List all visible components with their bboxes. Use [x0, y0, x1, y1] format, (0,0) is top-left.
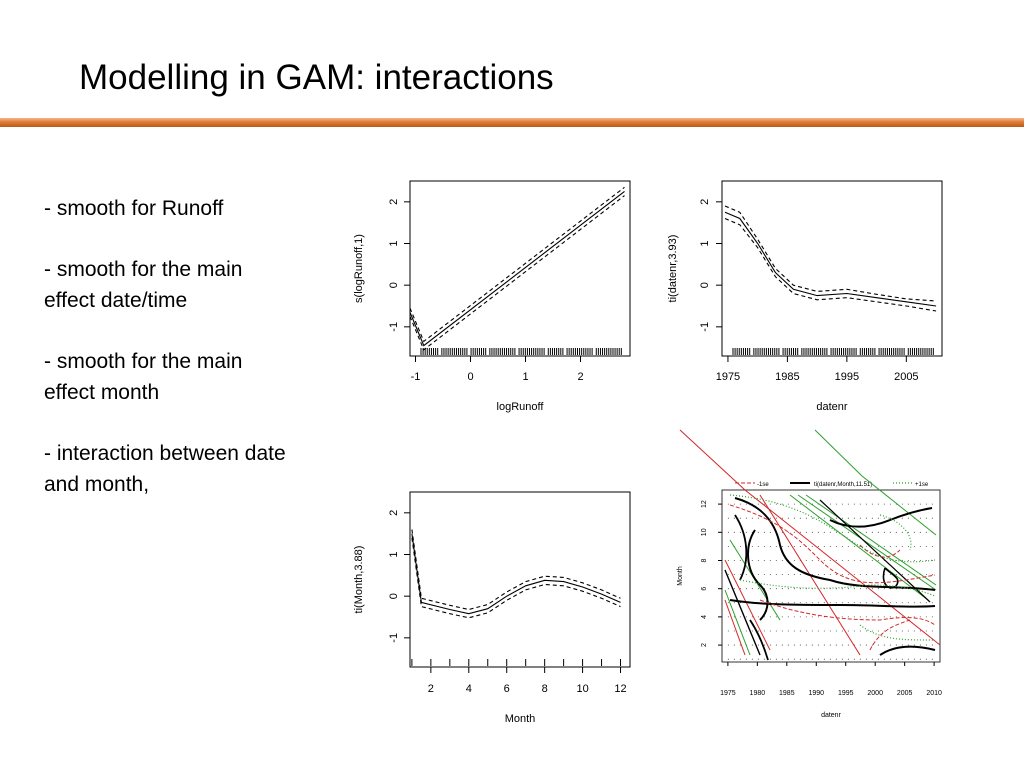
y-tick-label: 0 — [388, 282, 400, 288]
series-fit — [411, 533, 621, 615]
plot-frame — [721, 180, 943, 357]
contour-line-minus — [724, 599, 746, 656]
contour-line-main — [734, 497, 936, 591]
y-axis-label: s(logRunoff,1) — [353, 234, 365, 303]
x-tick-label: 4 — [466, 683, 472, 695]
contour-line-minus — [679, 429, 746, 491]
plot-frame — [409, 180, 631, 357]
x-tick-label: 0 — [467, 371, 473, 383]
contour-line-main — [879, 645, 936, 656]
series-se_lower — [724, 217, 937, 312]
x-tick-label: 2 — [428, 683, 434, 695]
contour-line-plus — [729, 494, 936, 563]
x-tick-label: 1975 — [720, 690, 736, 697]
slide-title: Modelling in GAM: interactions — [79, 58, 554, 97]
contour-line-minus — [869, 619, 911, 651]
contour-line-plus — [739, 579, 936, 597]
x-axis-label: Month — [505, 713, 536, 725]
x-tick-label: 1985 — [779, 690, 795, 697]
y-tick-label: 4 — [701, 615, 708, 619]
bullet-item: - smooth for the main effect date/time — [44, 258, 243, 312]
legend-label: ti(datenr,Month,11.51) — [814, 482, 872, 488]
series-se_upper — [409, 186, 625, 343]
y-tick-label: -1 — [699, 322, 711, 332]
contour-line-plus — [859, 624, 936, 641]
contour-lines — [679, 429, 941, 661]
x-tick-label: 1975 — [716, 371, 740, 383]
x-tick-label: 2005 — [897, 690, 913, 697]
x-axis-label: datenr — [821, 712, 842, 719]
x-tick-label: 2005 — [894, 371, 918, 383]
y-axis-label: ti(Month,3.88) — [353, 546, 365, 614]
contour-line-minus — [759, 599, 936, 626]
title-divider — [0, 118, 1024, 127]
contour-line-main — [747, 529, 769, 621]
x-tick-label: 1995 — [838, 690, 854, 697]
contour-line-main — [734, 514, 748, 581]
x-tick-label: 2010 — [926, 690, 942, 697]
x-tick-label: 1985 — [775, 371, 799, 383]
contour-line-plus — [861, 475, 937, 536]
series-se_lower — [409, 195, 625, 351]
x-tick-label: 2000 — [867, 690, 883, 697]
legend-label: -1se — [757, 482, 769, 488]
x-tick-label: 10 — [576, 683, 588, 695]
y-tick-label: 0 — [388, 593, 400, 599]
y-tick-label: 10 — [701, 528, 708, 536]
y-tick-label: -1 — [388, 633, 400, 643]
x-axis-label: logRunoff — [497, 401, 545, 413]
y-tick-label: 12 — [701, 500, 708, 508]
y-axis-label: Month — [677, 566, 684, 586]
bullet-list: - smooth for Runoff - smooth for the mai… — [44, 193, 294, 530]
contour-line-plus — [789, 494, 929, 601]
y-tick-label: 1 — [388, 240, 400, 246]
contour-line-main — [724, 569, 761, 656]
plot-frame — [409, 491, 631, 668]
contour-line-main — [729, 599, 936, 608]
y-tick-label: 8 — [701, 558, 708, 562]
y-tick-label: 2 — [388, 199, 400, 205]
x-tick-label: 1990 — [808, 690, 824, 697]
series-se_lower — [411, 537, 621, 619]
x-tick-label: 12 — [614, 683, 626, 695]
bullet-item: - smooth for the main effect month — [44, 350, 243, 404]
x-tick-label: 1995 — [835, 371, 859, 383]
series-fit — [409, 190, 625, 347]
x-tick-label: -1 — [411, 371, 421, 383]
contour-line-plus — [805, 494, 937, 586]
y-tick-label: 2 — [388, 510, 400, 516]
series-se_upper — [724, 205, 937, 302]
y-tick-label: 2 — [699, 199, 711, 205]
x-tick-label: 6 — [504, 683, 510, 695]
contour-line-plus — [814, 429, 863, 477]
contour-line-plus — [724, 589, 751, 656]
contour-line-minus — [724, 559, 771, 651]
x-axis-label: datenr — [816, 401, 848, 413]
x-tick-label: 1 — [522, 371, 528, 383]
contour-line-minus — [859, 544, 901, 558]
contour-line-minus — [729, 504, 936, 584]
contour-line-main — [829, 507, 933, 528]
legend-label: +1se — [915, 482, 929, 488]
y-tick-label: 6 — [701, 587, 708, 591]
y-tick-label: -1 — [388, 322, 400, 332]
y-tick-label: 1 — [388, 551, 400, 557]
x-tick-label: 1980 — [750, 690, 766, 697]
bullet-item: - smooth for Runoff — [44, 197, 224, 220]
contour-line-main — [749, 619, 769, 661]
contour-line-minus — [744, 489, 941, 646]
y-axis-label: ti(datenr,3.93) — [667, 235, 679, 303]
y-tick-label: 1 — [699, 240, 711, 246]
x-tick-label: 2 — [577, 371, 583, 383]
y-tick-label: 0 — [699, 282, 711, 288]
contour-line-main — [819, 499, 931, 603]
contour-frame — [721, 489, 941, 663]
series-se_upper — [411, 529, 621, 611]
contour-line-plus — [797, 494, 937, 591]
series-fit — [724, 211, 937, 307]
bullet-item: - interaction between date and month, — [44, 442, 286, 496]
x-tick-label: 8 — [542, 683, 548, 695]
y-tick-label: 2 — [701, 643, 708, 647]
